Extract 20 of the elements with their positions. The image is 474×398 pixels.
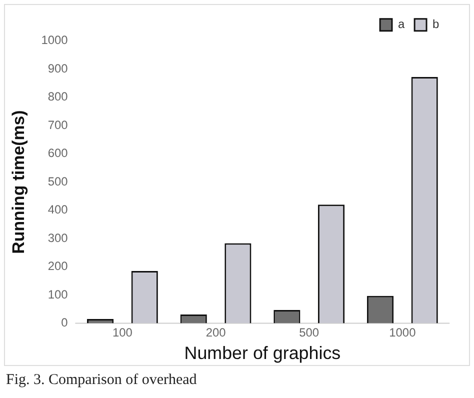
y-tick-label: 0 [61, 316, 68, 330]
caption: Fig. 3. Comparison of overhead [6, 372, 197, 389]
y-tick-label: 100 [48, 287, 68, 302]
x-tick-label: 500 [299, 326, 320, 340]
x-axis-title: Number of graphics [184, 343, 341, 364]
legend-label: a [398, 17, 405, 32]
y-tick-label: 300 [48, 230, 68, 245]
y-axis-title: Running time(ms) [8, 110, 28, 254]
y-tick-label: 400 [48, 202, 68, 217]
y-tick-label: 800 [48, 90, 68, 104]
y-tick-label: 1000 [41, 33, 68, 48]
x-tick-label: 200 [206, 326, 226, 340]
y-tick-label: 200 [48, 259, 68, 274]
y-tick-label: 700 [48, 118, 68, 132]
y-tick-label: 900 [48, 61, 68, 76]
y-tick-label: 600 [48, 146, 68, 160]
x-tick-label: 1000 [389, 326, 416, 340]
x-tick-label: 100 [112, 326, 133, 340]
y-tick-label: 500 [48, 174, 68, 188]
legend-label: b [432, 17, 440, 32]
